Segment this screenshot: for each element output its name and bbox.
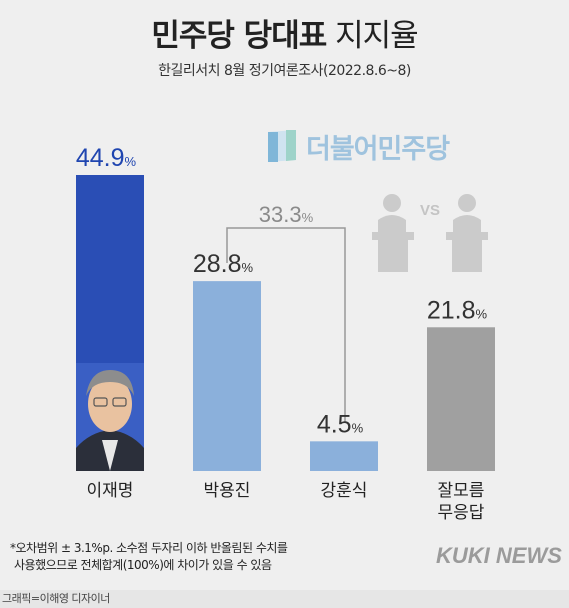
category-label-2: 박용진 [204,481,251,501]
bar-value-label-1: 44.9% [76,144,137,172]
candidate-photo [76,363,144,471]
bar-value-label-3: 4.5% [317,410,364,438]
combined-value-unit: % [302,210,314,225]
combined-value-number: 33.3 [259,202,302,227]
title-light: 지지율 [335,18,419,54]
combined-bracket [226,227,346,422]
bar-2 [193,281,261,471]
category-label-4-line-2: 무응답 [438,503,485,523]
brand-logo: KUKI NEWS [436,543,562,568]
graphic-credit: 그래픽=이해영 디자이너 [0,590,569,608]
title-bold: 민주당 당대표 [151,18,327,54]
category-label-3: 강훈식 [321,481,368,501]
category-label-4-line-1: 잘모름 [438,481,485,501]
bar-3 [310,441,378,471]
chart-subtitle: 한길리서치 8월 정기여론조사(2022.8.6~8) [158,63,411,79]
bar-chart: VS 33.3% 44.9% 28.8% 4.5% 21.8% 이재명 박용진 강훈식 잘모… [76,144,495,523]
footnote-line-1: *오차범위 ± 3.1%p. 소수점 두자리 이하 반올림된 수치를 [10,541,288,555]
bar-4 [427,327,495,471]
category-label-1: 이재명 [87,481,134,501]
debate-podium-icon: VS [372,194,488,272]
footnote-line-2: 사용했으므로 전체합계(100%)에 차이가 있을 수 있음 [14,558,272,572]
svg-text:VS: VS [420,202,440,219]
bar-value-label-4: 21.8% [427,296,488,324]
chart-title: 민주당 당대표 지지율 [0,10,569,55]
bar-value-label-2: 28.8% [193,250,254,278]
party-name: 더불어민주당 [306,133,450,165]
combined-value-label: 33.3% [259,202,314,227]
footnote: *오차범위 ± 3.1%p. 소수점 두자리 이하 반올림된 수치를 사용했으므… [10,540,288,574]
party-logo: 더불어민주당 [266,126,450,166]
party-flag-icon [268,130,296,162]
